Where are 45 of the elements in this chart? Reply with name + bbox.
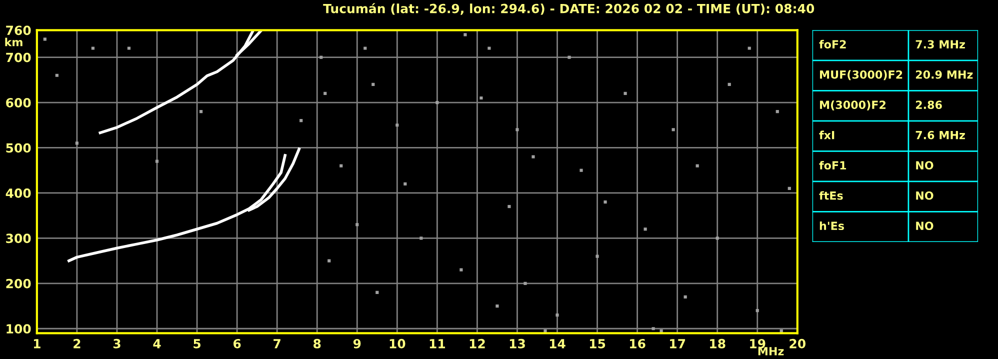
y-tick-label: 200 xyxy=(6,278,31,288)
x-tick-label: 10 xyxy=(390,338,406,348)
x-tick-label: 8 xyxy=(314,338,321,348)
y-tick-label: 600 xyxy=(6,98,31,108)
text: NO xyxy=(916,191,934,200)
text: 7.6 MHz xyxy=(916,130,965,140)
text: NO xyxy=(916,222,934,230)
x-tick-label: 12 xyxy=(470,338,485,348)
x-tick-label: 19 xyxy=(750,338,766,348)
x-tick-label: 5 xyxy=(194,339,200,348)
text: NO xyxy=(916,161,934,170)
y-tick-label: 300 xyxy=(6,234,31,244)
x-tick-label: 6 xyxy=(233,338,241,348)
x-tick-label: 1 xyxy=(34,339,40,348)
x-tick-label: 9 xyxy=(353,338,361,348)
y-tick-label: 100 xyxy=(6,324,31,334)
y-tick-label: 760 xyxy=(6,26,31,36)
text: 2.86 xyxy=(916,100,942,110)
text: fxI xyxy=(819,130,834,140)
text: ftEs xyxy=(819,191,843,200)
text: foF1 xyxy=(819,160,846,170)
x-tick-label: 15 xyxy=(590,339,606,348)
text: foF2 xyxy=(819,40,846,49)
x-tick-label: 16 xyxy=(630,338,646,348)
text: 20.9 MHz xyxy=(916,70,973,79)
text: h'Es xyxy=(820,221,844,230)
x-tick-label: 11 xyxy=(430,339,446,348)
y-tick-label: 400 xyxy=(6,188,31,198)
x-tick-label: 14 xyxy=(550,339,566,348)
text: MUF(3000)F2 xyxy=(820,70,902,80)
y-tick-label: 500 xyxy=(6,143,31,153)
text: M(3000)F2 xyxy=(820,100,886,110)
x-tick-label: 2 xyxy=(74,338,80,348)
x-tick-label: 4 xyxy=(153,339,161,348)
chart-title: Tucumán (lat: -26.9, lon: 294.6) - DATE: 2026 02 02 - TIME (UT): 08:40 xyxy=(323,3,814,15)
x-tick-label: 18 xyxy=(710,338,726,348)
y-tick-label: 700 xyxy=(6,52,31,62)
x-tick-label: 13 xyxy=(510,338,525,348)
text: 7.3 MHz xyxy=(916,40,965,49)
x-axis-title: MHz xyxy=(758,347,784,356)
x-tick-label: 3 xyxy=(113,338,120,348)
y-axis-title: km xyxy=(5,38,22,46)
x-tick-label: 20 xyxy=(790,338,806,348)
x-tick-label: 17 xyxy=(670,339,686,348)
x-tick-label: 7 xyxy=(274,339,280,348)
